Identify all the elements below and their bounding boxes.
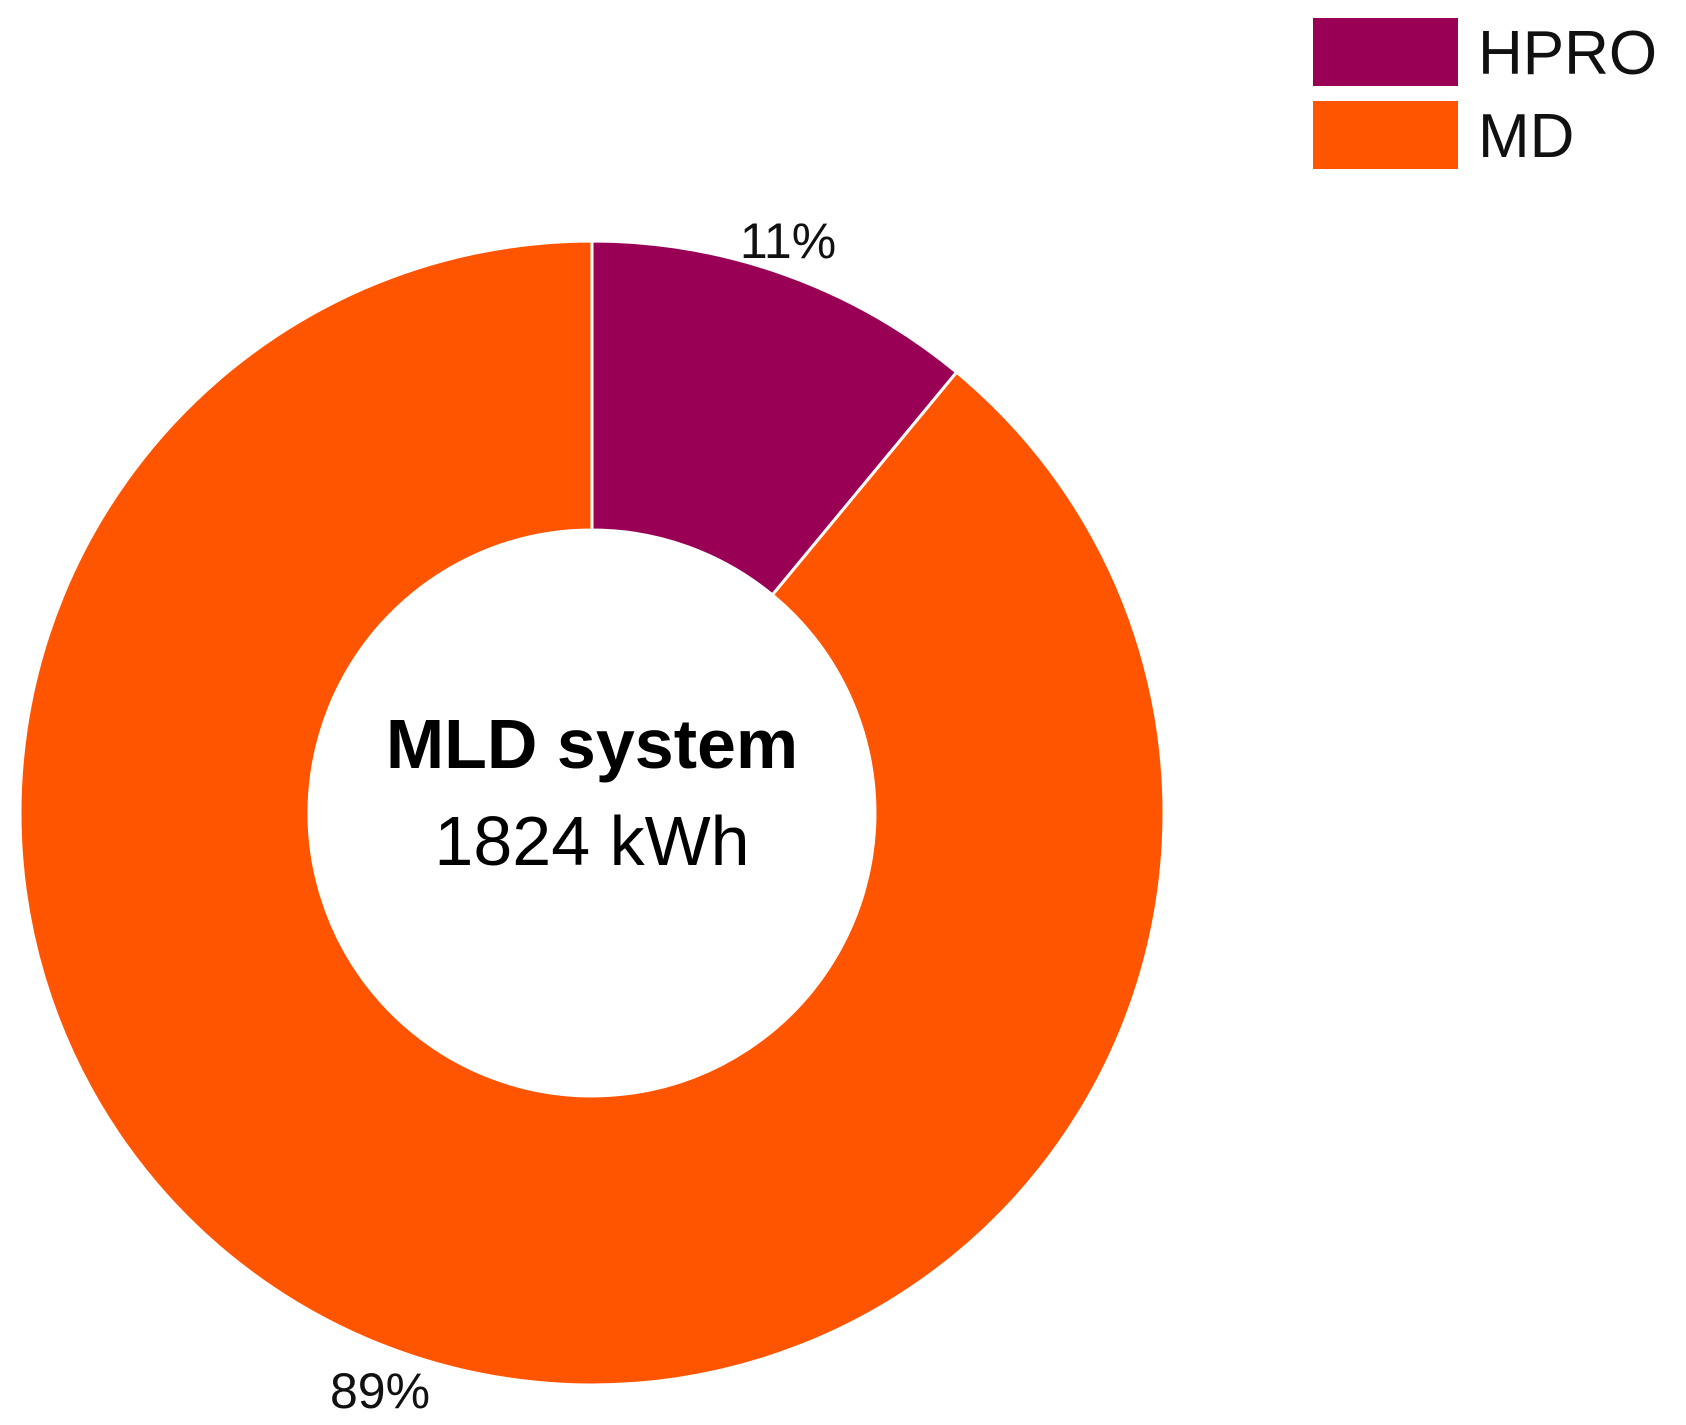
donut-center: MLD system 1824 kWh xyxy=(386,705,798,880)
donut-slices xyxy=(18,239,1166,1387)
slice-label-hpro: 11% xyxy=(740,213,836,269)
slice-hpro xyxy=(590,239,959,598)
slice-labels: 11% 89% xyxy=(330,213,836,1419)
legend-label-md: MD xyxy=(1478,102,1574,171)
legend-label-hpro: HPRO xyxy=(1478,19,1657,88)
slice-md xyxy=(18,239,1166,1387)
center-subtitle: 1824 kWh xyxy=(434,802,749,880)
legend-swatch-md xyxy=(1313,101,1458,169)
legend-swatch-hpro xyxy=(1313,18,1458,86)
slice-label-md: 89% xyxy=(330,1363,430,1419)
center-title: MLD system xyxy=(386,705,798,783)
legend: HPRO MD xyxy=(1313,18,1657,171)
